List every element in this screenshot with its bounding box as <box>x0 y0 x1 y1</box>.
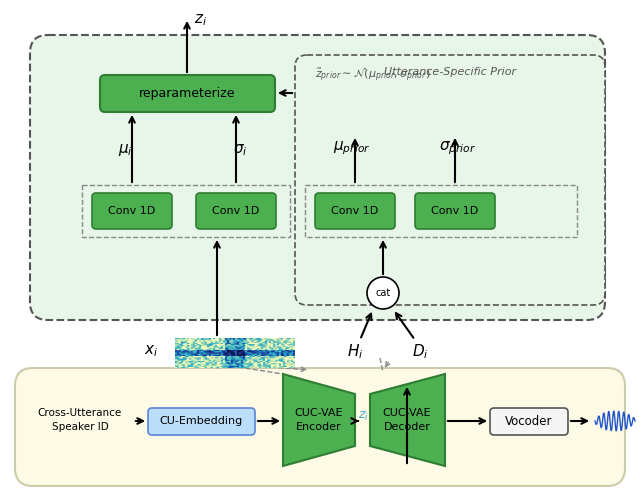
Text: $\mu_{prior}$: $\mu_{prior}$ <box>333 139 371 157</box>
Text: Conv 1D: Conv 1D <box>332 206 379 216</box>
Text: CUC-VAE
Encoder: CUC-VAE Encoder <box>295 408 343 432</box>
Polygon shape <box>370 374 445 466</box>
Text: $z_i$: $z_i$ <box>193 12 207 28</box>
Text: Conv 1D: Conv 1D <box>431 206 479 216</box>
FancyBboxPatch shape <box>490 408 568 435</box>
Text: Cross-Utterance
Speaker ID: Cross-Utterance Speaker ID <box>38 408 122 432</box>
Text: $H_i$: $H_i$ <box>347 343 363 362</box>
Text: $x_i$: $x_i$ <box>143 343 158 359</box>
Text: Utterance-Specific Prior: Utterance-Specific Prior <box>384 67 516 77</box>
Text: $z_i$: $z_i$ <box>358 410 369 423</box>
FancyBboxPatch shape <box>415 193 495 229</box>
Text: CUC-VAE
Decoder: CUC-VAE Decoder <box>383 408 431 432</box>
Text: Conv 1D: Conv 1D <box>212 206 260 216</box>
Text: $\tilde{z}_{prior} \sim \mathcal{N}(\mu_{prior}, \sigma_{prior})$: $\tilde{z}_{prior} \sim \mathcal{N}(\mu_… <box>315 66 431 84</box>
FancyBboxPatch shape <box>315 193 395 229</box>
Text: Conv 1D: Conv 1D <box>108 206 156 216</box>
FancyBboxPatch shape <box>196 193 276 229</box>
Bar <box>82 185 290 237</box>
Text: Vocoder: Vocoder <box>505 415 553 428</box>
FancyBboxPatch shape <box>92 193 172 229</box>
FancyBboxPatch shape <box>148 408 255 435</box>
Bar <box>305 185 577 237</box>
Text: $\mu_i$: $\mu_i$ <box>118 142 132 158</box>
FancyBboxPatch shape <box>295 55 605 305</box>
FancyBboxPatch shape <box>100 75 275 112</box>
Text: CU-Embedding: CU-Embedding <box>160 417 243 427</box>
Text: reparameterize: reparameterize <box>140 87 236 100</box>
FancyBboxPatch shape <box>30 35 605 320</box>
Text: cat: cat <box>376 288 390 298</box>
Polygon shape <box>283 374 355 466</box>
Text: $\sigma_{prior}$: $\sigma_{prior}$ <box>440 139 477 157</box>
FancyBboxPatch shape <box>15 368 625 486</box>
Text: $\sigma_i$: $\sigma_i$ <box>233 142 247 158</box>
Circle shape <box>367 277 399 309</box>
Text: $D_i$: $D_i$ <box>412 343 428 362</box>
